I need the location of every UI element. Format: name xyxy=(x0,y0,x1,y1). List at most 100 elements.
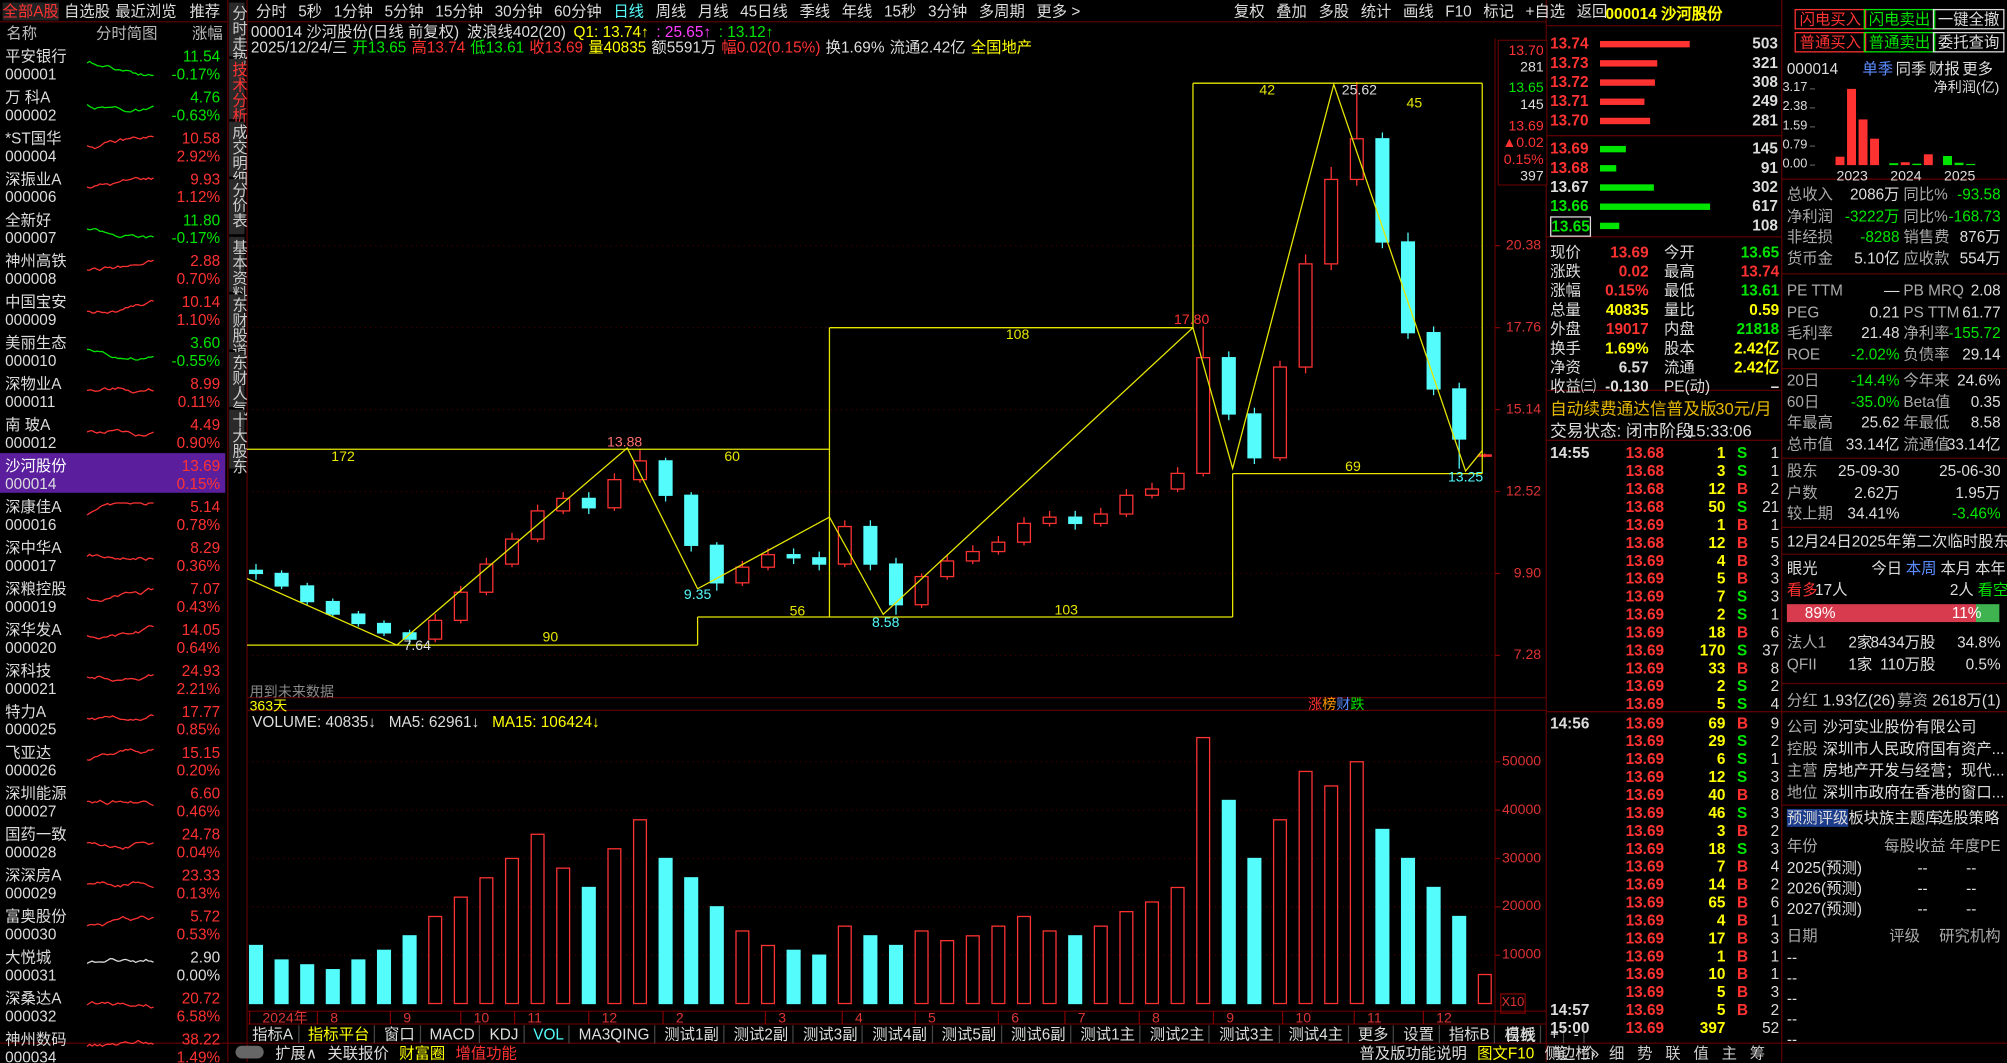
stock-name[interactable]: 沙河股份 xyxy=(5,456,67,475)
tool-button[interactable]: 复权 xyxy=(1233,2,1265,21)
indicator-tab[interactable]: - xyxy=(1574,1025,1585,1044)
panel-tab[interactable]: 选股策略 xyxy=(1937,808,2000,827)
stock-name[interactable]: 富奥股份 xyxy=(5,907,67,926)
period-tab[interactable]: 1分钟 xyxy=(333,2,373,21)
panel-tab[interactable]: 板块族 xyxy=(1848,808,1895,827)
tool-button[interactable]: F10 xyxy=(1445,2,1472,21)
period-tab[interactable]: 多周期 xyxy=(978,2,1025,21)
period-tab[interactable]: 45日线 xyxy=(740,2,788,21)
tool-button[interactable]: 多股 xyxy=(1318,2,1350,21)
detail-tab[interactable]: 笔 xyxy=(1552,1044,1569,1063)
side-tab[interactable]: 分时走势 xyxy=(230,5,249,67)
period-tab[interactable]: 日线 xyxy=(613,2,645,21)
status-item[interactable]: 普及版功能说明 xyxy=(1359,1044,1467,1063)
indicator-tab[interactable]: 测试1主 xyxy=(1080,1025,1141,1044)
view-tab[interactable]: 本月 xyxy=(1940,559,1972,578)
tool-button[interactable]: 画线 xyxy=(1402,2,1434,21)
stock-name[interactable]: 国药一致 xyxy=(5,825,67,844)
fin-view-tab[interactable]: 同季 xyxy=(1895,60,1927,79)
indicator-tab[interactable]: MA3QING xyxy=(579,1025,656,1044)
side-tab[interactable]: 东财人气 xyxy=(230,354,249,416)
panel-tab[interactable]: 主题库 xyxy=(1894,808,1941,827)
panel-tab[interactable]: 预测评级 xyxy=(1786,808,1849,827)
period-tab[interactable]: 年线 xyxy=(841,2,873,21)
tool-button[interactable]: +自选 xyxy=(1525,2,1566,21)
stock-name[interactable]: 平安银行 xyxy=(5,47,67,66)
stock-name[interactable]: 特力A xyxy=(5,702,47,721)
stock-name[interactable]: 神州高铁 xyxy=(5,252,67,271)
stock-name[interactable]: 神州数码 xyxy=(5,1030,67,1049)
side-tab[interactable]: 十大股东 xyxy=(230,412,249,474)
stock-name[interactable]: 深华发A xyxy=(5,620,62,639)
stock-name[interactable]: 全新好 xyxy=(5,211,52,230)
indicator-tab[interactable]: 测试3副 xyxy=(803,1025,864,1044)
side-tab[interactable]: 技术分析 xyxy=(230,61,249,123)
tool-button[interactable]: 标记 xyxy=(1483,2,1514,21)
tool-button[interactable]: 叠加 xyxy=(1276,2,1307,21)
period-tab[interactable]: 60分钟 xyxy=(553,2,602,21)
detail-tab[interactable]: 主 xyxy=(1721,1044,1737,1063)
detail-tab[interactable]: 势 xyxy=(1637,1044,1653,1063)
period-tab[interactable]: 15分钟 xyxy=(435,2,484,21)
indicator-tab[interactable]: 指标A xyxy=(252,1025,299,1044)
indicator-tab[interactable]: VOL xyxy=(533,1025,570,1044)
fin-view-tab[interactable]: 单季 xyxy=(1862,60,1894,79)
period-tab[interactable]: 分时 xyxy=(256,2,287,21)
indicator-tab[interactable]: 模板 xyxy=(1504,1025,1541,1044)
list-tab[interactable]: 自选股 xyxy=(64,2,111,21)
stock-name[interactable]: 深粮控股 xyxy=(5,579,67,598)
status-item[interactable]: 增值功能 xyxy=(455,1044,517,1063)
indicator-tab[interactable]: KDJ xyxy=(489,1025,525,1044)
indicator-tab[interactable]: 测试2副 xyxy=(734,1025,794,1044)
period-tab[interactable]: 30分钟 xyxy=(494,2,543,21)
stock-name[interactable]: 南 玻A xyxy=(5,416,51,434)
period-tab[interactable]: 更多 > xyxy=(1036,2,1081,21)
stock-name[interactable]: 飞亚达 xyxy=(5,743,52,762)
indicator-tab[interactable]: + xyxy=(1550,1025,1565,1044)
stock-name[interactable]: 美丽生态 xyxy=(5,334,67,352)
tool-button[interactable]: 返回 xyxy=(1576,2,1608,21)
indicator-tab[interactable]: 测试4副 xyxy=(872,1025,933,1044)
period-tab[interactable]: 季线 xyxy=(799,2,831,21)
indicator-tab[interactable]: 更多 xyxy=(1358,1025,1395,1044)
period-tab[interactable]: 周线 xyxy=(655,2,687,21)
view-tab[interactable]: 本周 xyxy=(1905,559,1937,578)
indicator-tab[interactable]: 测试5副 xyxy=(942,1025,1003,1044)
stock-name[interactable]: 中国宝安 xyxy=(5,293,67,312)
indicator-tab[interactable]: 测试2主 xyxy=(1150,1025,1211,1044)
stock-name[interactable]: 深科技 xyxy=(5,661,52,680)
status-item[interactable]: 财富圈 xyxy=(399,1044,446,1063)
detail-tab[interactable]: 价 xyxy=(1580,1044,1597,1063)
indicator-tab[interactable]: 测试4主 xyxy=(1288,1025,1349,1044)
detail-tab[interactable]: 值 xyxy=(1693,1044,1709,1063)
stock-name[interactable]: 深桑达A xyxy=(5,989,62,1008)
indicator-tab[interactable]: MACD xyxy=(430,1025,481,1044)
status-item[interactable]: 图文F10 xyxy=(1477,1044,1535,1063)
detail-tab[interactable]: 联 xyxy=(1665,1044,1681,1063)
stock-name[interactable]: 深圳能源 xyxy=(5,784,67,803)
indicator-tab[interactable]: 测试6副 xyxy=(1011,1025,1072,1044)
status-item[interactable]: 扩展∧ xyxy=(275,1044,318,1063)
stock-name[interactable]: 深康佳A xyxy=(5,497,62,516)
stock-name[interactable]: 深物业A xyxy=(5,375,62,393)
indicator-tab[interactable]: 指标B xyxy=(1449,1025,1496,1044)
side-tab[interactable]: 成交明细 xyxy=(230,124,249,186)
fin-view-tab[interactable]: 更多 xyxy=(1962,60,1993,79)
promo-price[interactable]: 30元/月 xyxy=(1715,399,1772,419)
stock-name[interactable]: 深中华A xyxy=(5,538,62,557)
promo[interactable]: 自动续费通达信普及版 xyxy=(1550,399,1717,419)
fin-view-tab[interactable]: 财报 xyxy=(1928,60,1960,79)
trade-button[interactable]: 普通买入 xyxy=(1794,32,1867,53)
indicator-tab[interactable]: 测试1副 xyxy=(664,1025,725,1044)
view-tab[interactable]: 今日 xyxy=(1871,559,1903,578)
status-item[interactable]: 侧边栏» xyxy=(1544,1044,1600,1063)
period-tab[interactable]: 月线 xyxy=(697,2,729,21)
list-tab[interactable]: 推荐 xyxy=(189,2,221,21)
detail-tab[interactable]: 细 xyxy=(1608,1044,1625,1063)
period-tab[interactable]: 5分钟 xyxy=(384,2,424,21)
side-tab[interactable]: 基本资料 xyxy=(230,239,249,301)
list-tab[interactable]: 最近浏览 xyxy=(115,2,177,21)
tool-button[interactable]: 统计 xyxy=(1360,2,1392,21)
period-tab[interactable]: 15秒 xyxy=(883,2,917,21)
trade-button[interactable]: 一键全撤 xyxy=(1932,8,2005,30)
